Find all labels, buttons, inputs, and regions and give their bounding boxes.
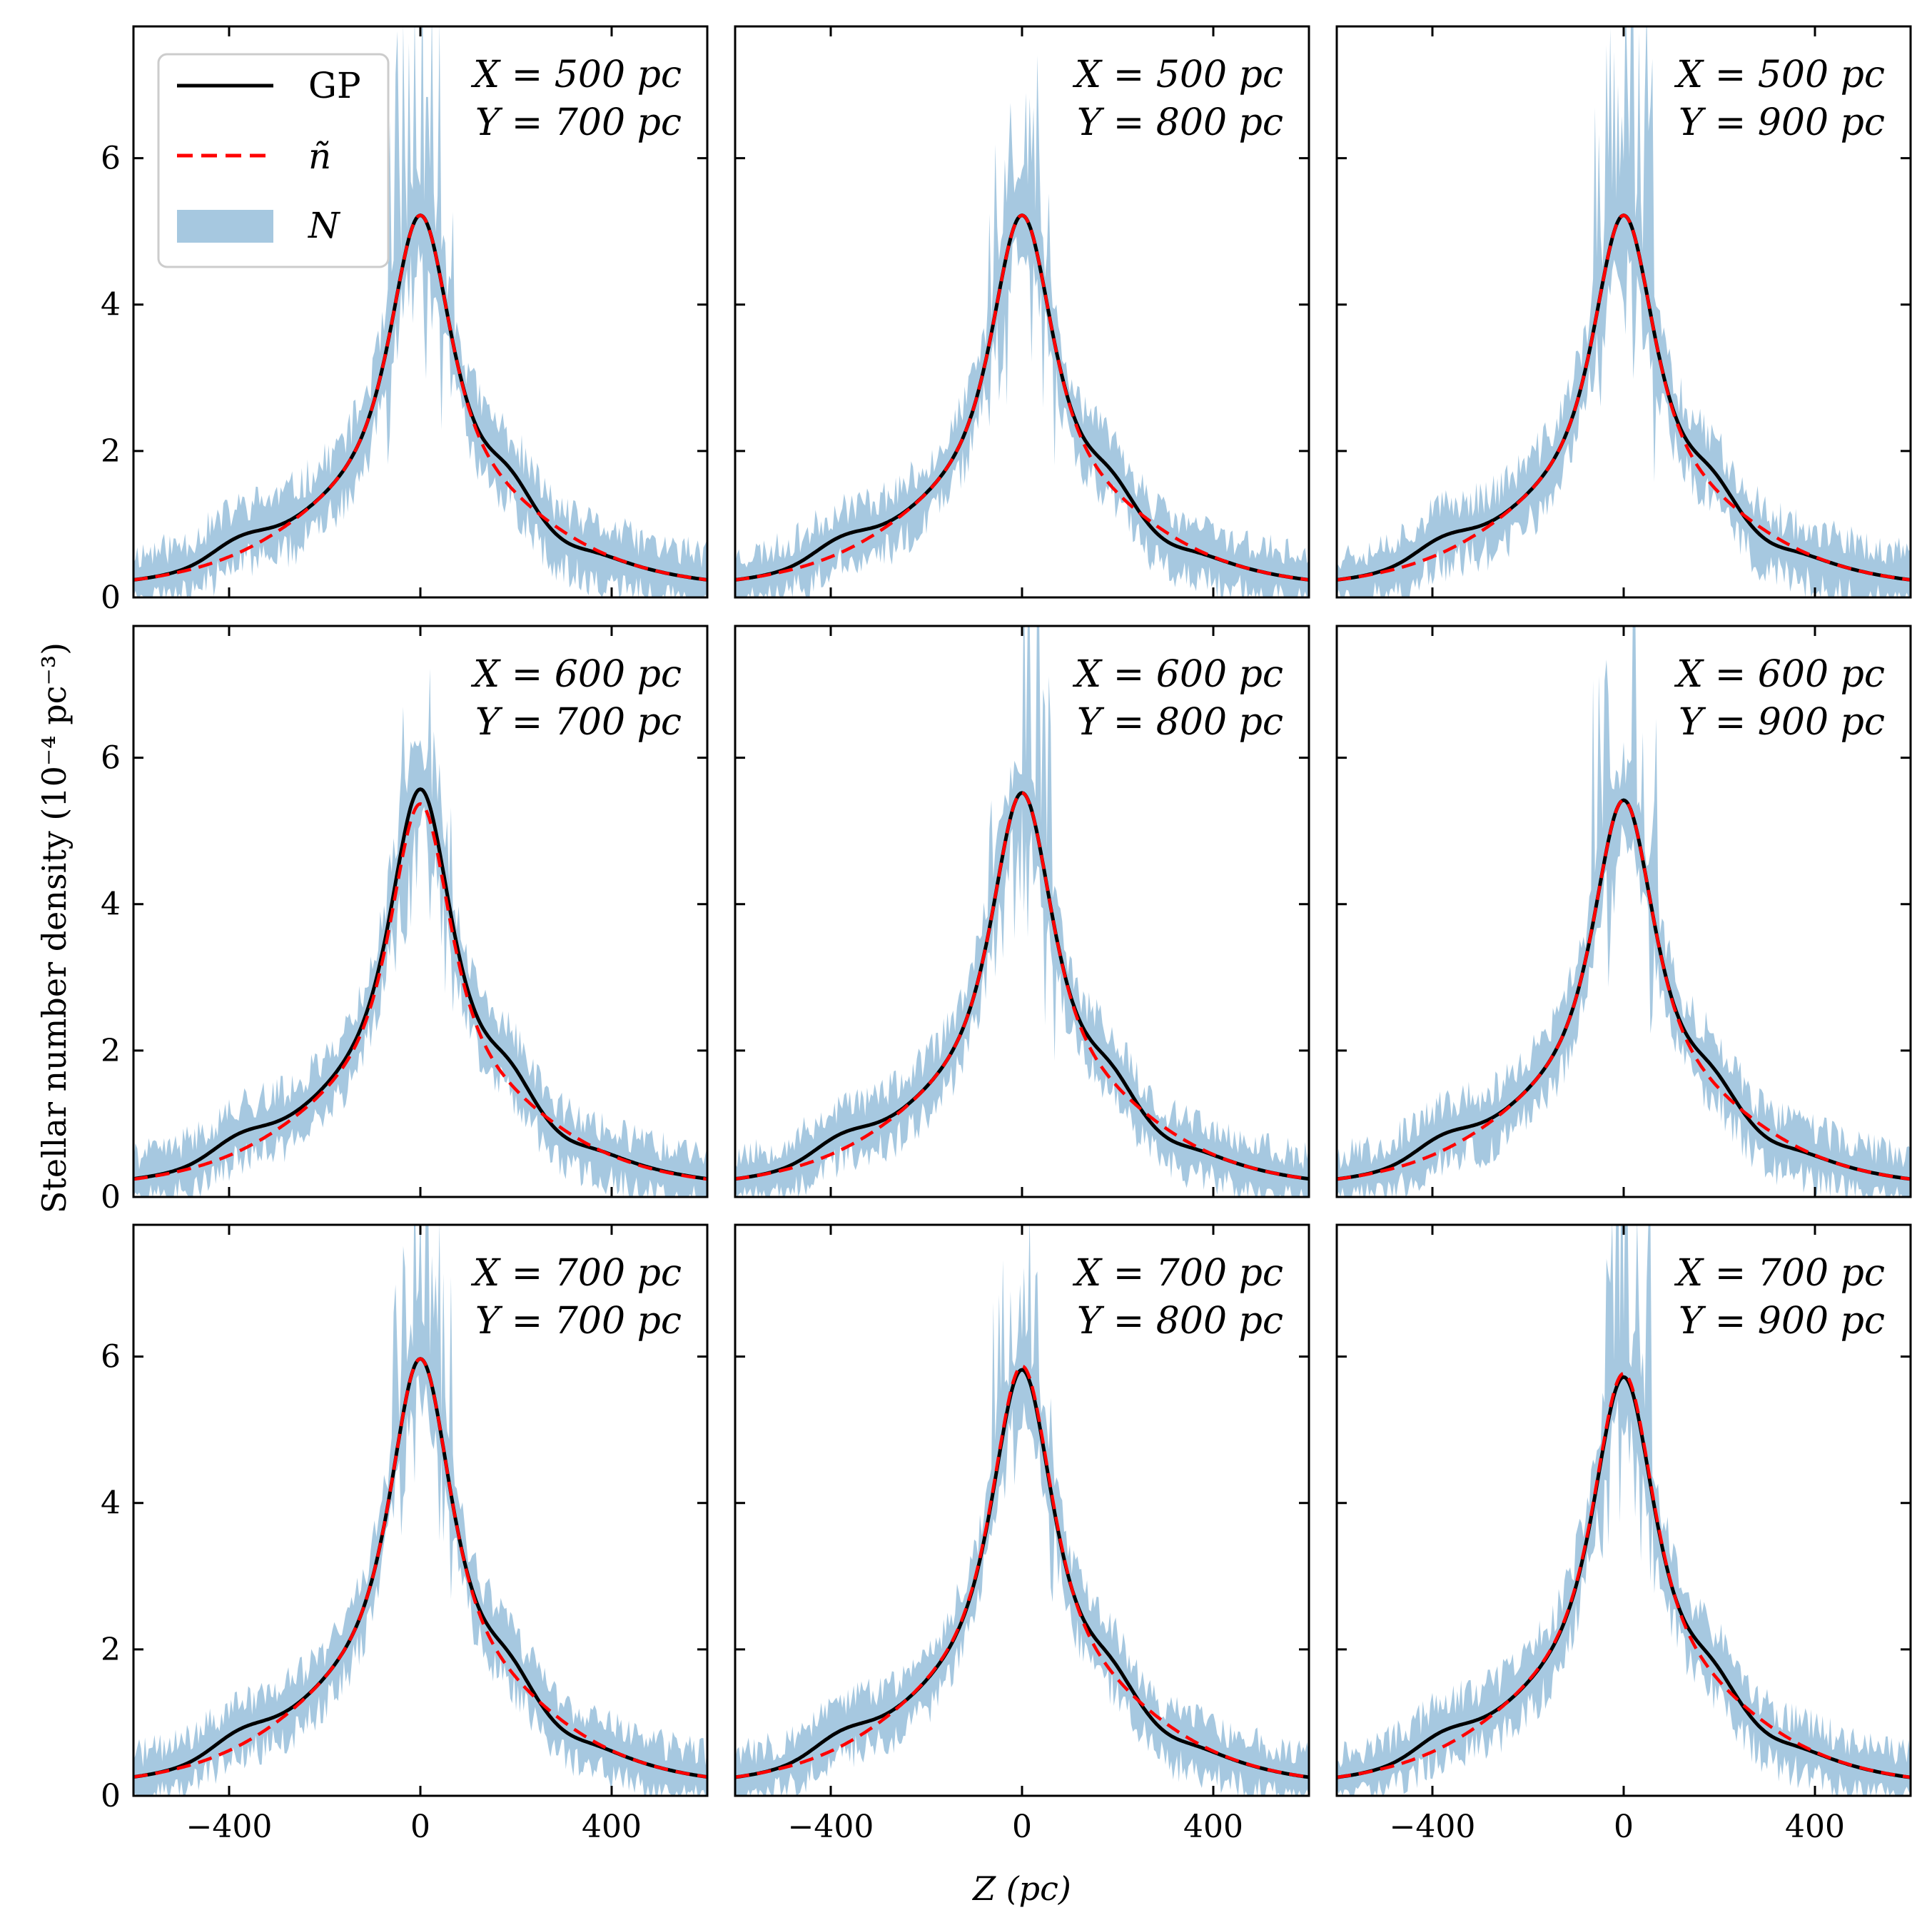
y-tick-label: 4	[101, 886, 121, 923]
panel-label-y: Y = 800 pc	[1077, 101, 1283, 144]
panel-0-2: X = 500 pc Y = 900 pc	[1335, 25, 1912, 599]
y-tick-label: 2	[101, 1632, 121, 1668]
legend: GP ñ N	[157, 53, 390, 268]
panel-2-2: −400 0 400 X = 700 pc Y = 900 pc	[1335, 1223, 1912, 1845]
n-band	[1337, 1225, 1911, 1796]
panel-label-y: Y = 900 pc	[1679, 1300, 1885, 1343]
y-tick-label: 6	[101, 740, 121, 777]
panel-label-x: X = 600 pc	[1674, 653, 1885, 696]
y-tick-label: 2	[101, 1033, 121, 1069]
x-tick-label: 0	[1614, 1809, 1634, 1845]
y-tick-label: 4	[101, 1485, 121, 1522]
panel-1-2: X = 600 pc Y = 900 pc	[1335, 625, 1912, 1198]
n-band	[1337, 26, 1911, 597]
panel-plot-area	[735, 55, 1309, 597]
y-tick-label: 6	[101, 1339, 121, 1375]
y-axis-label: Stellar number density (10⁻⁴ pc⁻³)	[35, 642, 74, 1213]
panel-label-x: X = 500 pc	[1674, 54, 1885, 96]
y-tick-label: 0	[101, 1179, 121, 1216]
panel-plot-area	[735, 1225, 1309, 1796]
legend-n-swatch	[177, 210, 273, 243]
x-tick-label: 400	[582, 1809, 642, 1845]
ntilde-line	[133, 802, 707, 1181]
panel-1-1: X = 600 pc Y = 800 pc	[734, 625, 1310, 1198]
panel-2-0: −400 0 400 0 2 4 6 X = 700 pc Y = 700 pc	[101, 1223, 709, 1845]
panel-label-x: X = 600 pc	[1072, 653, 1283, 696]
ntilde-line	[735, 791, 1309, 1181]
n-band	[133, 26, 707, 597]
y-tick-label: 0	[101, 580, 121, 616]
gp-line	[1337, 798, 1911, 1181]
x-tick-label: −400	[186, 1809, 273, 1845]
gp-line	[133, 787, 707, 1181]
legend-gp-label: GP	[308, 65, 361, 106]
x-tick-label: −400	[1390, 1809, 1476, 1845]
panel-label-x: X = 700 pc	[1674, 1252, 1885, 1295]
n-band	[133, 668, 707, 1197]
ntilde-line	[1337, 798, 1911, 1181]
ntilde-line	[735, 1364, 1309, 1779]
panel-1-0: 0 2 4 6 X = 600 pc Y = 700 pc	[101, 625, 709, 1216]
legend-ntilde-label: ñ	[308, 136, 331, 177]
panel-label-y: Y = 900 pc	[1679, 701, 1885, 744]
panel-plot-area	[735, 626, 1309, 1197]
panel-plot-area	[133, 1225, 707, 1796]
panel-0-1: X = 500 pc Y = 800 pc	[734, 25, 1310, 599]
panel-plot-area	[1337, 1225, 1911, 1796]
x-axis-label: Z (pc)	[971, 1869, 1071, 1908]
x-tick-label: 0	[1012, 1809, 1032, 1845]
gp-line	[1337, 1375, 1911, 1779]
panel-plot-area	[1337, 26, 1911, 597]
panel-label-y: Y = 700 pc	[475, 701, 682, 744]
x-tick-label: 0	[410, 1809, 430, 1845]
panel-label-y: Y = 900 pc	[1679, 101, 1885, 144]
panel-label-y: Y = 700 pc	[475, 1300, 682, 1343]
panel-label-y: Y = 800 pc	[1077, 1300, 1283, 1343]
panel-plot-area	[1337, 626, 1911, 1197]
n-band	[133, 1225, 707, 1796]
panel-label-y: Y = 800 pc	[1077, 701, 1283, 744]
panel-0-0: 0 2 4 6 X = 500 pc Y = 700 pc	[101, 25, 709, 616]
ntilde-line	[133, 213, 707, 582]
panel-label-x: X = 700 pc	[470, 1252, 682, 1295]
x-tick-label: 400	[1183, 1809, 1243, 1845]
ntilde-line	[1337, 1371, 1911, 1779]
panel-label-x: X = 600 pc	[470, 653, 682, 696]
gp-line	[133, 1357, 707, 1779]
panels-container: 0 2 4 6 X = 500 pc Y = 700 pc X = 500 pc Y = 80…	[101, 25, 1912, 1845]
ntilde-line	[1337, 213, 1911, 582]
panel-label-x: X = 500 pc	[470, 54, 682, 96]
y-tick-label: 6	[101, 141, 121, 177]
panel-label-y: Y = 700 pc	[475, 101, 682, 144]
panel-plot-area	[133, 26, 707, 597]
x-tick-label: 400	[1785, 1809, 1845, 1845]
panel-label-x: X = 500 pc	[1072, 54, 1283, 96]
panel-label-x: X = 700 pc	[1072, 1252, 1283, 1295]
y-tick-label: 0	[101, 1778, 121, 1814]
n-band	[1337, 626, 1911, 1197]
n-band	[735, 1225, 1309, 1796]
x-tick-label: −400	[788, 1809, 874, 1845]
ntilde-line	[735, 213, 1309, 582]
y-tick-label: 2	[101, 433, 121, 470]
panel-plot-area	[133, 668, 707, 1197]
panel-2-1: −400 0 400 X = 700 pc Y = 800 pc	[734, 1223, 1310, 1845]
y-tick-label: 4	[101, 287, 121, 323]
ntilde-line	[133, 1357, 707, 1779]
legend-n-label: N	[308, 205, 341, 246]
